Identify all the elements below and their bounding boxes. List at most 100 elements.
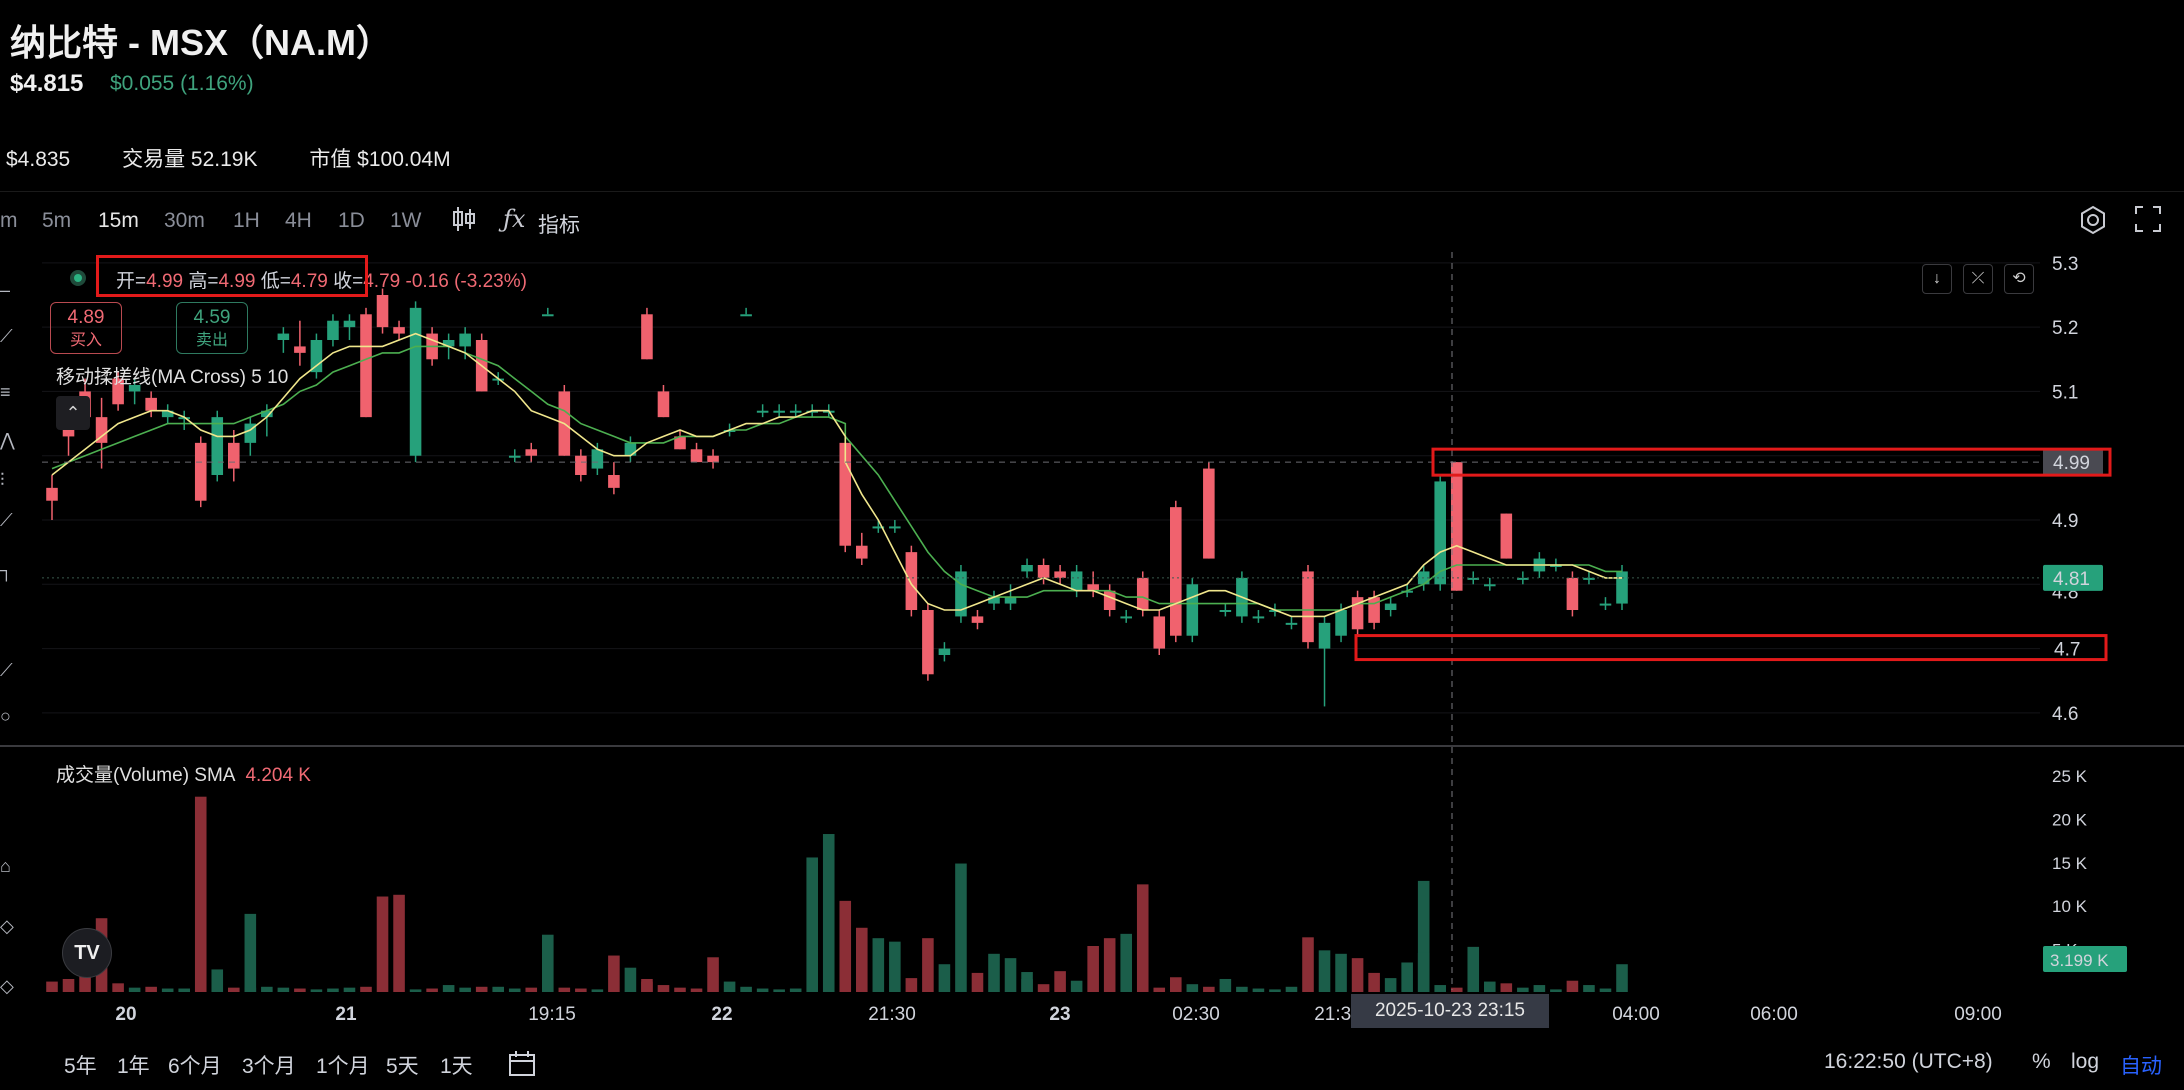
volume-bar (1318, 950, 1331, 992)
range-3m[interactable]: 3个月 (242, 1055, 296, 1078)
range-1y[interactable]: 1年 (117, 1055, 150, 1078)
candle-body (955, 571, 967, 617)
candle-body (1616, 571, 1628, 604)
buy-button[interactable]: 4.89 买入 (50, 302, 122, 354)
range-5y[interactable]: 5年 (64, 1055, 97, 1078)
eye-icon[interactable]: ◇ (0, 916, 14, 936)
collapse-legend-button[interactable]: ⌃ (56, 396, 90, 430)
volume-bar (1566, 980, 1579, 992)
candlestick-icon[interactable] (452, 205, 476, 240)
trash-icon[interactable]: ◇ (0, 976, 14, 996)
volume-bar (343, 987, 356, 992)
range-bar: 5年 1年 6个月 3个月 1个月 5天 1天 16:22:50 (UTC+8)… (0, 1040, 2184, 1084)
open-label: 开= (116, 271, 147, 292)
fib-icon[interactable]: ≡ (0, 382, 11, 402)
candle-body (161, 410, 174, 418)
candle-body (674, 436, 686, 450)
range-6m[interactable]: 6个月 (168, 1055, 222, 1078)
quote-stats: $4.835 交易量 52.19K 市值 $100.04M (6, 143, 497, 173)
trendline-icon[interactable]: ⟋ (0, 326, 13, 346)
timeframe-1d[interactable]: 1D (338, 209, 365, 232)
tradingview-logo[interactable]: TV (62, 928, 112, 978)
clock[interactable]: 16:22:50 (UTC+8) (1824, 1050, 1993, 1073)
text-icon[interactable]: ┐ (0, 560, 13, 580)
volume-bar (62, 978, 75, 992)
candle-body (376, 295, 389, 328)
candle-body (1401, 590, 1413, 593)
volume-bar (112, 983, 124, 992)
candle-body (1368, 597, 1380, 623)
time-tick: 19:15 (528, 1004, 576, 1025)
percent-toggle[interactable]: % (2032, 1050, 2051, 1073)
chart-toolbar: m 5m 15m 30m 1H 4H 1D 1W ƒx 指标 (0, 199, 2184, 241)
timeframe-partial[interactable]: m (0, 209, 18, 232)
range-5d[interactable]: 5天 (386, 1055, 419, 1078)
candle-body (62, 430, 75, 437)
volume-bar (426, 988, 438, 992)
volume-bar (508, 988, 521, 992)
timeframe-1w[interactable]: 1W (390, 209, 422, 232)
volume-bar (1302, 937, 1314, 992)
time-tick: 23 (1049, 1004, 1070, 1025)
candle-body (1302, 571, 1314, 643)
timeframe-1h[interactable]: 1H (233, 209, 260, 232)
buy-price: 4.89 (67, 307, 105, 328)
calendar-icon[interactable] (508, 1050, 538, 1084)
candle-body (1136, 577, 1149, 610)
range-1m[interactable]: 1个月 (316, 1055, 370, 1078)
volume-bar (806, 857, 818, 992)
prediction-icon[interactable]: ⫶ (0, 470, 5, 490)
pattern-icon[interactable]: ⋀ (0, 430, 15, 450)
candle-body (1599, 603, 1612, 606)
timeframe-4h[interactable]: 4H (285, 209, 312, 232)
open-value: 4.99 (146, 271, 184, 292)
timeframe-5m[interactable]: 5m (42, 209, 72, 232)
candle-body (360, 314, 372, 418)
candle-body (112, 378, 124, 405)
candle-body (508, 455, 521, 458)
collapse-pane-button[interactable]: ⤫ (1963, 264, 1993, 294)
reset-view-button[interactable]: ⟲ (2004, 264, 2034, 294)
volume-bar (905, 978, 918, 992)
log-toggle[interactable]: log (2071, 1050, 2100, 1073)
fullscreen-icon[interactable] (2134, 205, 2162, 240)
ma-cross-legend[interactable]: 移动揉搓线(MA Cross) 5 10 (56, 367, 289, 388)
settings-icon[interactable] (2078, 205, 2108, 242)
indicators-button[interactable]: 指标 (538, 214, 580, 237)
measure-icon[interactable]: ⟋ (0, 660, 13, 680)
price-tick: 5.3 (2052, 254, 2078, 275)
stat-price: $4.835 (6, 148, 71, 171)
volume-bar (1351, 958, 1364, 992)
volume-bar (244, 913, 257, 992)
scroll-down-button[interactable]: ↓ (1922, 264, 1952, 294)
volume-bar (1450, 987, 1463, 992)
brush-icon[interactable]: ⟋ (0, 510, 13, 530)
candle-body (1285, 622, 1298, 625)
time-tick: 22 (711, 1004, 732, 1025)
lock-icon[interactable]: ⌂ (0, 856, 11, 876)
candle-body (1120, 616, 1132, 619)
fx-icon[interactable]: ƒx (503, 205, 526, 233)
volume-bar (393, 894, 405, 992)
candle-body (1550, 565, 1562, 567)
close-value: 4.79 (363, 271, 401, 292)
range-1d[interactable]: 1天 (440, 1055, 473, 1078)
candle-body (1318, 622, 1331, 649)
auto-toggle[interactable]: 自动 (2120, 1055, 2162, 1078)
low-value: 4.79 (290, 271, 328, 292)
volume-bar (1616, 964, 1628, 992)
volume-bar (1252, 988, 1265, 992)
timeframe-30m[interactable]: 30m (164, 209, 205, 232)
timeframe-15m[interactable]: 15m (98, 209, 139, 232)
volume-bar (971, 972, 984, 992)
volume-bar (228, 987, 240, 992)
cursor-icon[interactable]: – (0, 280, 11, 300)
zoom-icon[interactable]: ○ (0, 706, 11, 726)
price-change: $0.055 (1.16%) (110, 72, 254, 95)
candle-body (393, 327, 405, 334)
sell-button[interactable]: 4.59 卖出 (176, 302, 248, 354)
volume-legend[interactable]: 成交量(Volume) SMA 4.204 K (56, 760, 311, 787)
volume-bar (244, 987, 257, 992)
low-highlight-box (1354, 634, 2108, 662)
